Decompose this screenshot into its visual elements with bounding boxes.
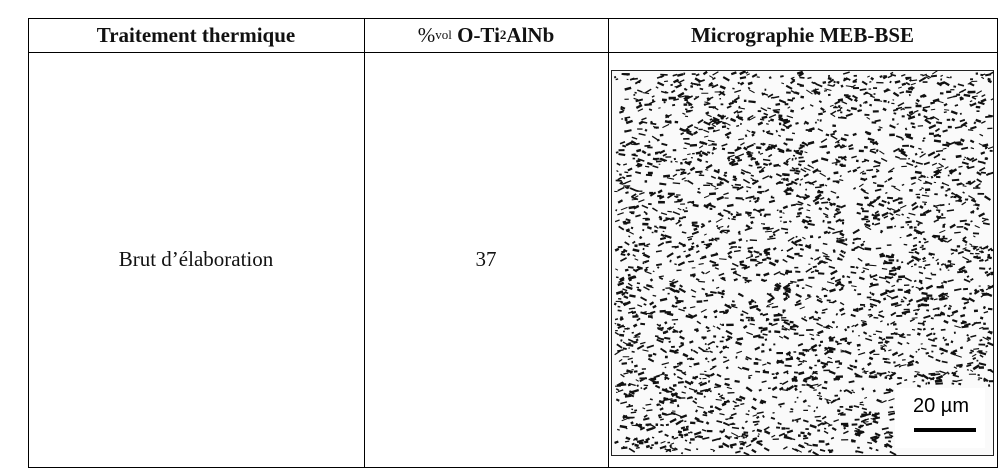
header-text: %	[417, 22, 436, 47]
header-subscript: 2	[499, 27, 507, 42]
table-rule	[28, 467, 998, 468]
table-rule	[997, 18, 998, 468]
table-rule	[28, 52, 998, 53]
table-rule	[28, 18, 29, 468]
header-cell: Traitement thermique	[96, 22, 296, 47]
scale-bar-label: 20 µm	[913, 395, 969, 417]
scale-bar-background	[895, 388, 985, 448]
header-subscript: vol	[435, 27, 452, 42]
scale-bar	[914, 428, 976, 432]
header-text: O-Ti	[451, 22, 500, 47]
table-rule	[608, 18, 609, 468]
header-text: AlNb	[506, 22, 555, 47]
micrograph-texture	[613, 70, 994, 456]
table-cell: 37	[475, 247, 497, 271]
table-rule	[364, 18, 365, 468]
header-cell: Micrographie MEB-BSE	[690, 22, 915, 47]
header-cell: % vol O-Ti 2 AlNb	[364, 18, 608, 52]
micrograph: 20 µm	[611, 70, 994, 456]
table-cell: Brut d’élaboration	[118, 247, 274, 271]
table-rule	[28, 18, 998, 19]
